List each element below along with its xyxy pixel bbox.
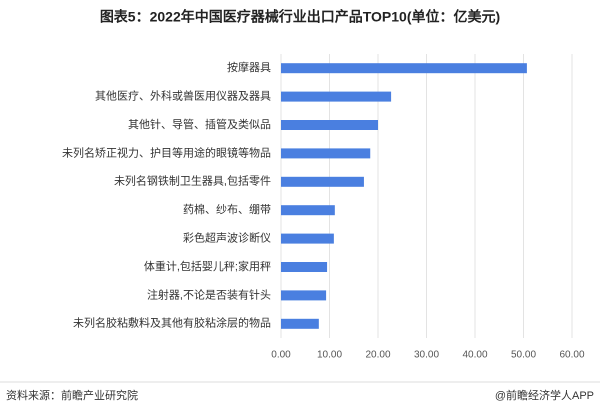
bar — [281, 262, 328, 272]
y-tick-label: 其他针、导管、插管及类似品 — [128, 117, 271, 131]
bar — [281, 63, 527, 74]
x-tick-label: 50.00 — [511, 350, 536, 361]
x-tick-label: 40.00 — [462, 350, 487, 361]
bar — [281, 148, 371, 159]
bar — [281, 120, 378, 130]
x-tick-label: 0.00 — [271, 350, 291, 361]
x-tick-label: 60.00 — [559, 350, 584, 361]
y-tick-label: 彩色超声波诊断仪 — [183, 231, 271, 245]
y-tick-label: 未列名钢铁制卫生器具,包括零件 — [114, 174, 271, 188]
y-tick-label: 注射器,不论是否装有针头 — [147, 287, 271, 301]
y-tick-label: 其他医疗、外科或兽医用仪器及器具 — [95, 89, 271, 103]
chart-title: 图表5：2022年中国医疗器械行业出口产品TOP10(单位：亿美元) — [100, 9, 500, 25]
bar — [281, 233, 334, 244]
y-tick-label: 未列名矫正视力、护目等用途的眼镜等物品 — [62, 145, 271, 159]
credit: @前瞻经济学人APP — [495, 388, 594, 402]
bar — [281, 205, 335, 216]
source: 资料来源：前瞻产业研究院 — [6, 388, 138, 402]
y-tick-label: 按摩器具 — [227, 60, 271, 74]
y-tick-label: 体重计,包括婴儿秤;家用秤 — [144, 259, 271, 273]
x-tick-label: 10.00 — [317, 350, 342, 361]
y-tick-label: 药棉、纱布、绷带 — [183, 202, 271, 216]
y-tick-label: 未列名胶粘敷料及其他有胶粘涂层的物品 — [73, 316, 271, 330]
bar — [281, 176, 364, 187]
x-tick-label: 30.00 — [414, 350, 439, 361]
x-tick-label: 20.00 — [365, 350, 390, 361]
bar — [281, 290, 327, 301]
bar — [281, 91, 392, 102]
bar — [281, 318, 319, 329]
